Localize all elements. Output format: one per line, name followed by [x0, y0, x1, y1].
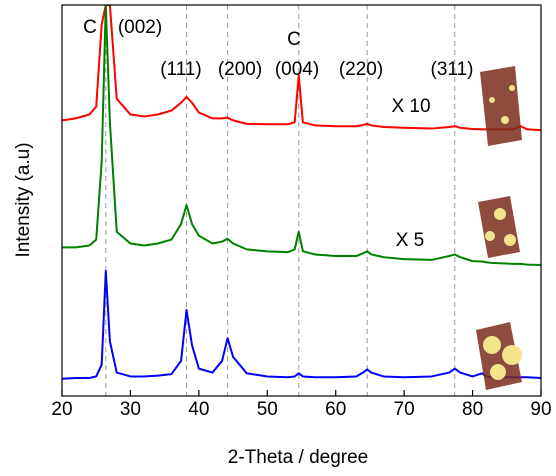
annotation: (004): [275, 59, 319, 80]
series-line: [62, 5, 541, 132]
x-tick-label: 20: [51, 399, 72, 420]
y-axis-label: Intensity (a.u): [13, 142, 34, 257]
x-tick-label: 30: [120, 399, 141, 420]
plot-area: [62, 5, 541, 396]
annotation: C: [287, 29, 301, 50]
series-line: [62, 269, 541, 380]
x-tick-label: 50: [257, 399, 278, 420]
annotation: C: [83, 17, 97, 38]
annotation: (002): [118, 17, 162, 38]
x-tick-label: 60: [325, 399, 346, 420]
x-tick-label: 70: [394, 399, 415, 420]
x-tick-label: 40: [188, 399, 209, 420]
annotation: (220): [339, 59, 383, 80]
annotation: (311): [431, 59, 474, 80]
annotation: X 5: [396, 230, 425, 251]
crystal-icon: [480, 66, 522, 146]
x-tick-label: 80: [462, 399, 483, 420]
plot-frame: [61, 4, 542, 397]
x-tick-label: 90: [530, 399, 551, 420]
series-line: [62, 5, 541, 267]
annotation: (200): [218, 59, 262, 80]
annotation: X 10: [391, 96, 430, 117]
x-axis-label: 2-Theta / degree: [228, 447, 368, 468]
annotation: (111): [160, 59, 202, 80]
crystal-icon: [476, 322, 522, 390]
crystal-icon: [478, 196, 520, 258]
